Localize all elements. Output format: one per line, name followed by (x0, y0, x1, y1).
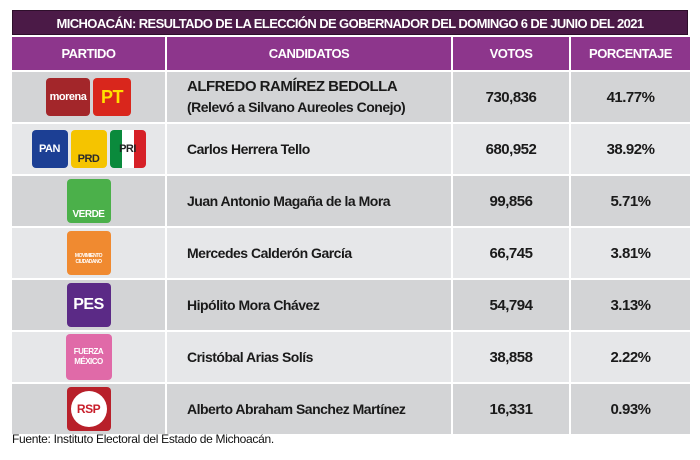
party-logos: PES (12, 280, 165, 330)
morena-logo: morena (46, 78, 90, 116)
percentage-cell: 38.92% (571, 124, 690, 174)
rsp-logo: RSP (66, 387, 111, 431)
candidate-note: (Relevó a Silvano Aureoles Conejo) (187, 99, 406, 115)
party-logos: PAN PRD PRI (12, 124, 165, 174)
candidate-cell: ALFREDO RAMÍREZ BEDOLLA (Relevó a Silvan… (167, 72, 451, 122)
votes-cell: 680,952 (453, 124, 569, 174)
header-partido: PARTIDO (12, 37, 165, 70)
party-logos: VERDE (12, 176, 165, 226)
percentage-cell: 2.22% (571, 332, 690, 382)
results-table: PARTIDO CANDIDATOS VOTOS PORCENTAJE more… (12, 37, 690, 434)
percentage-cell: 3.81% (571, 228, 690, 278)
votes-cell: 16,331 (453, 384, 569, 434)
header-candidatos: CANDIDATOS (167, 37, 451, 70)
pan-logo: PAN (31, 130, 68, 168)
party-logos: morena PT (12, 72, 165, 122)
candidate-name: Mercedes Calderón García (167, 228, 451, 278)
pes-logo: PES (66, 283, 111, 327)
candidate-name: Juan Antonio Magaña de la Mora (167, 176, 451, 226)
header-porcentaje: PORCENTAJE (571, 37, 690, 70)
party-logos: MOVIMIENTO CIUDADANO (12, 228, 165, 278)
prd-logo: PRD (70, 130, 107, 168)
candidate-name: Carlos Herrera Tello (167, 124, 451, 174)
percentage-cell: 41.77% (571, 72, 690, 122)
votes-cell: 54,794 (453, 280, 569, 330)
percentage-cell: 5.71% (571, 176, 690, 226)
candidate-name: Hipólito Mora Chávez (167, 280, 451, 330)
rsp-logo-circle: RSP (70, 391, 107, 427)
candidate-name: Cristóbal Arias Solís (167, 332, 451, 382)
votes-cell: 730,836 (453, 72, 569, 122)
table-title: MICHOACÁN: RESULTADO DE LA ELECCIÓN DE G… (12, 10, 688, 35)
source-footer: Fuente: Instituto Electoral del Estado d… (12, 432, 274, 446)
votes-cell: 38,858 (453, 332, 569, 382)
candidate-name: Alberto Abraham Sanchez Martínez (167, 384, 451, 434)
pri-logo: PRI (109, 130, 146, 168)
party-logos: RSP (12, 384, 165, 434)
fuerza-mexico-logo: FUERZA MÉXICO (65, 334, 112, 380)
pt-logo: PT (93, 78, 131, 116)
candidate-name: ALFREDO RAMÍREZ BEDOLLA (187, 78, 398, 95)
verde-logo: VERDE (66, 179, 111, 223)
percentage-cell: 3.13% (571, 280, 690, 330)
header-votos: VOTOS (453, 37, 569, 70)
party-logos: FUERZA MÉXICO (12, 332, 165, 382)
votes-cell: 66,745 (453, 228, 569, 278)
percentage-cell: 0.93% (571, 384, 690, 434)
votes-cell: 99,856 (453, 176, 569, 226)
movimiento-ciudadano-logo: MOVIMIENTO CIUDADANO (66, 231, 111, 275)
